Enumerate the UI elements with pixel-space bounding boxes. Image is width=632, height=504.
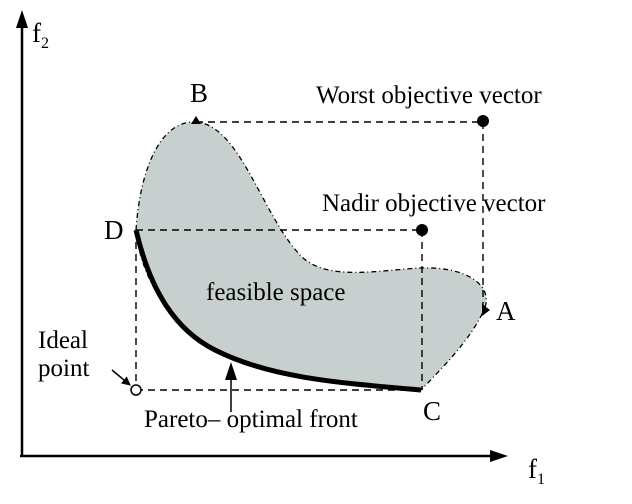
y-axis-arrowhead bbox=[16, 10, 28, 28]
pareto-front-curve bbox=[133, 229, 422, 393]
y-axis-label: f2 bbox=[32, 18, 49, 52]
ideal-label-line2: point bbox=[38, 355, 89, 382]
x-axis-arrowhead bbox=[490, 450, 508, 462]
ideal-label-line1: Ideal bbox=[38, 327, 88, 354]
point-a-label: A bbox=[496, 296, 516, 326]
nadir-objective-point bbox=[416, 224, 428, 236]
ideal-pointer-arrow bbox=[111, 369, 131, 386]
point-b-marker bbox=[191, 116, 201, 124]
feasible-space-label: feasible space bbox=[206, 279, 346, 306]
pareto-front-label: Pareto– optimal front bbox=[144, 406, 358, 433]
point-d-label: D bbox=[104, 215, 124, 245]
point-c-label: C bbox=[423, 396, 441, 426]
dashed-guides bbox=[135, 121, 484, 391]
point-a-marker bbox=[482, 304, 490, 316]
nadir-vector-label: Nadir objective vector bbox=[322, 190, 546, 217]
feasible-region bbox=[135, 121, 487, 391]
worst-vector-label: Worst objective vector bbox=[316, 82, 542, 109]
pareto-pointer-arrowhead bbox=[225, 362, 237, 380]
point-b-label: B bbox=[190, 78, 208, 108]
worst-objective-point bbox=[477, 115, 489, 127]
x-axis-label: f1 bbox=[528, 454, 545, 488]
ideal-point-marker bbox=[130, 384, 142, 396]
